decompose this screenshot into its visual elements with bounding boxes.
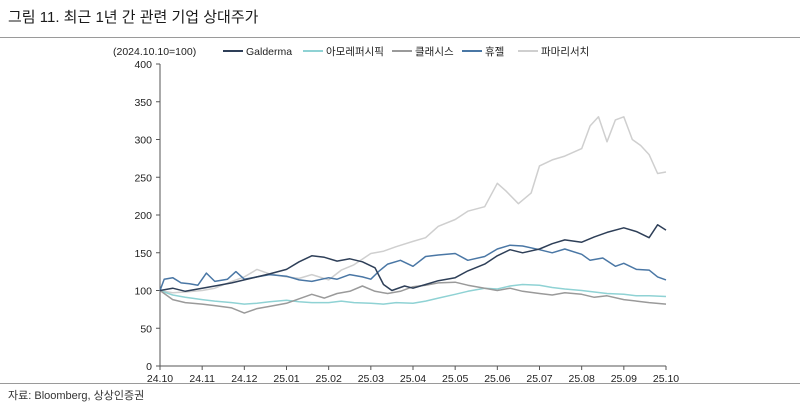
x-tick-label: 25.05: [442, 373, 468, 382]
series-layer: [159, 116, 667, 314]
legend-label-2: 클래시스: [415, 46, 454, 58]
series-line-3: [159, 244, 667, 291]
x-tick-label: 25.03: [358, 373, 384, 382]
x-tick-label: 25.08: [569, 373, 595, 382]
legend: Galderma 아모레퍼시픽 클래시스 휴젤 파마리서치: [223, 46, 589, 58]
x-tick-label: 24.10: [147, 373, 173, 382]
legend-label-0: Galderma: [246, 46, 292, 58]
chart-header: (2024.10.10=100) Galderma 아모레퍼시픽 클래시스 휴젤 파마리…: [113, 46, 589, 58]
series-line-2: [159, 281, 667, 314]
x-tick-label: 25.07: [526, 373, 552, 382]
x-tick-label: 24.11: [189, 373, 215, 382]
unit-label: (2024.10.10=100): [113, 46, 196, 58]
series-line-4: [159, 116, 667, 294]
x-tick-label: 25.04: [400, 373, 426, 382]
legend-label-3: 휴젤: [485, 46, 504, 58]
source-note: 자료: Bloomberg, 상상인증권: [8, 390, 145, 402]
y-tick-label: 150: [134, 248, 152, 260]
x-tick-label: 25.02: [316, 373, 342, 382]
legend-label-1: 아모레퍼시픽: [326, 46, 384, 58]
figure-title: 그림 11. 최근 1년 간 관련 기업 상대주가: [8, 9, 259, 26]
legend-label-4: 파마리서치: [541, 46, 589, 58]
x-tick-label: 25.09: [611, 373, 637, 382]
x-tick-label: 25.10: [653, 373, 679, 382]
x-tick-label: 25.06: [484, 373, 510, 382]
y-tick-label: 100: [134, 286, 152, 298]
y-tick-label: 0: [146, 361, 152, 373]
series-line-1: [159, 283, 667, 305]
x-tick-label: 25.01: [273, 373, 299, 382]
series-line-0: [159, 224, 667, 293]
bottom-divider: [0, 383, 800, 384]
y-tick-label: 350: [134, 97, 152, 109]
y-tick-label: 200: [134, 210, 152, 222]
x-tick-label: 24.12: [231, 373, 257, 382]
line-chart: (2024.10.10=100) Galderma 아모레퍼시픽 클래시스 휴젤 파마리…: [113, 46, 679, 382]
y-tick-label: 300: [134, 135, 152, 147]
top-divider: [0, 37, 800, 38]
y-tick-label: 250: [134, 172, 152, 184]
axes: 0 50 100 150 200 250 300 350 400 24.10 24.11 24.12 2…: [134, 59, 679, 382]
y-tick-label: 50: [140, 323, 152, 335]
y-tick-label: 400: [134, 59, 152, 71]
